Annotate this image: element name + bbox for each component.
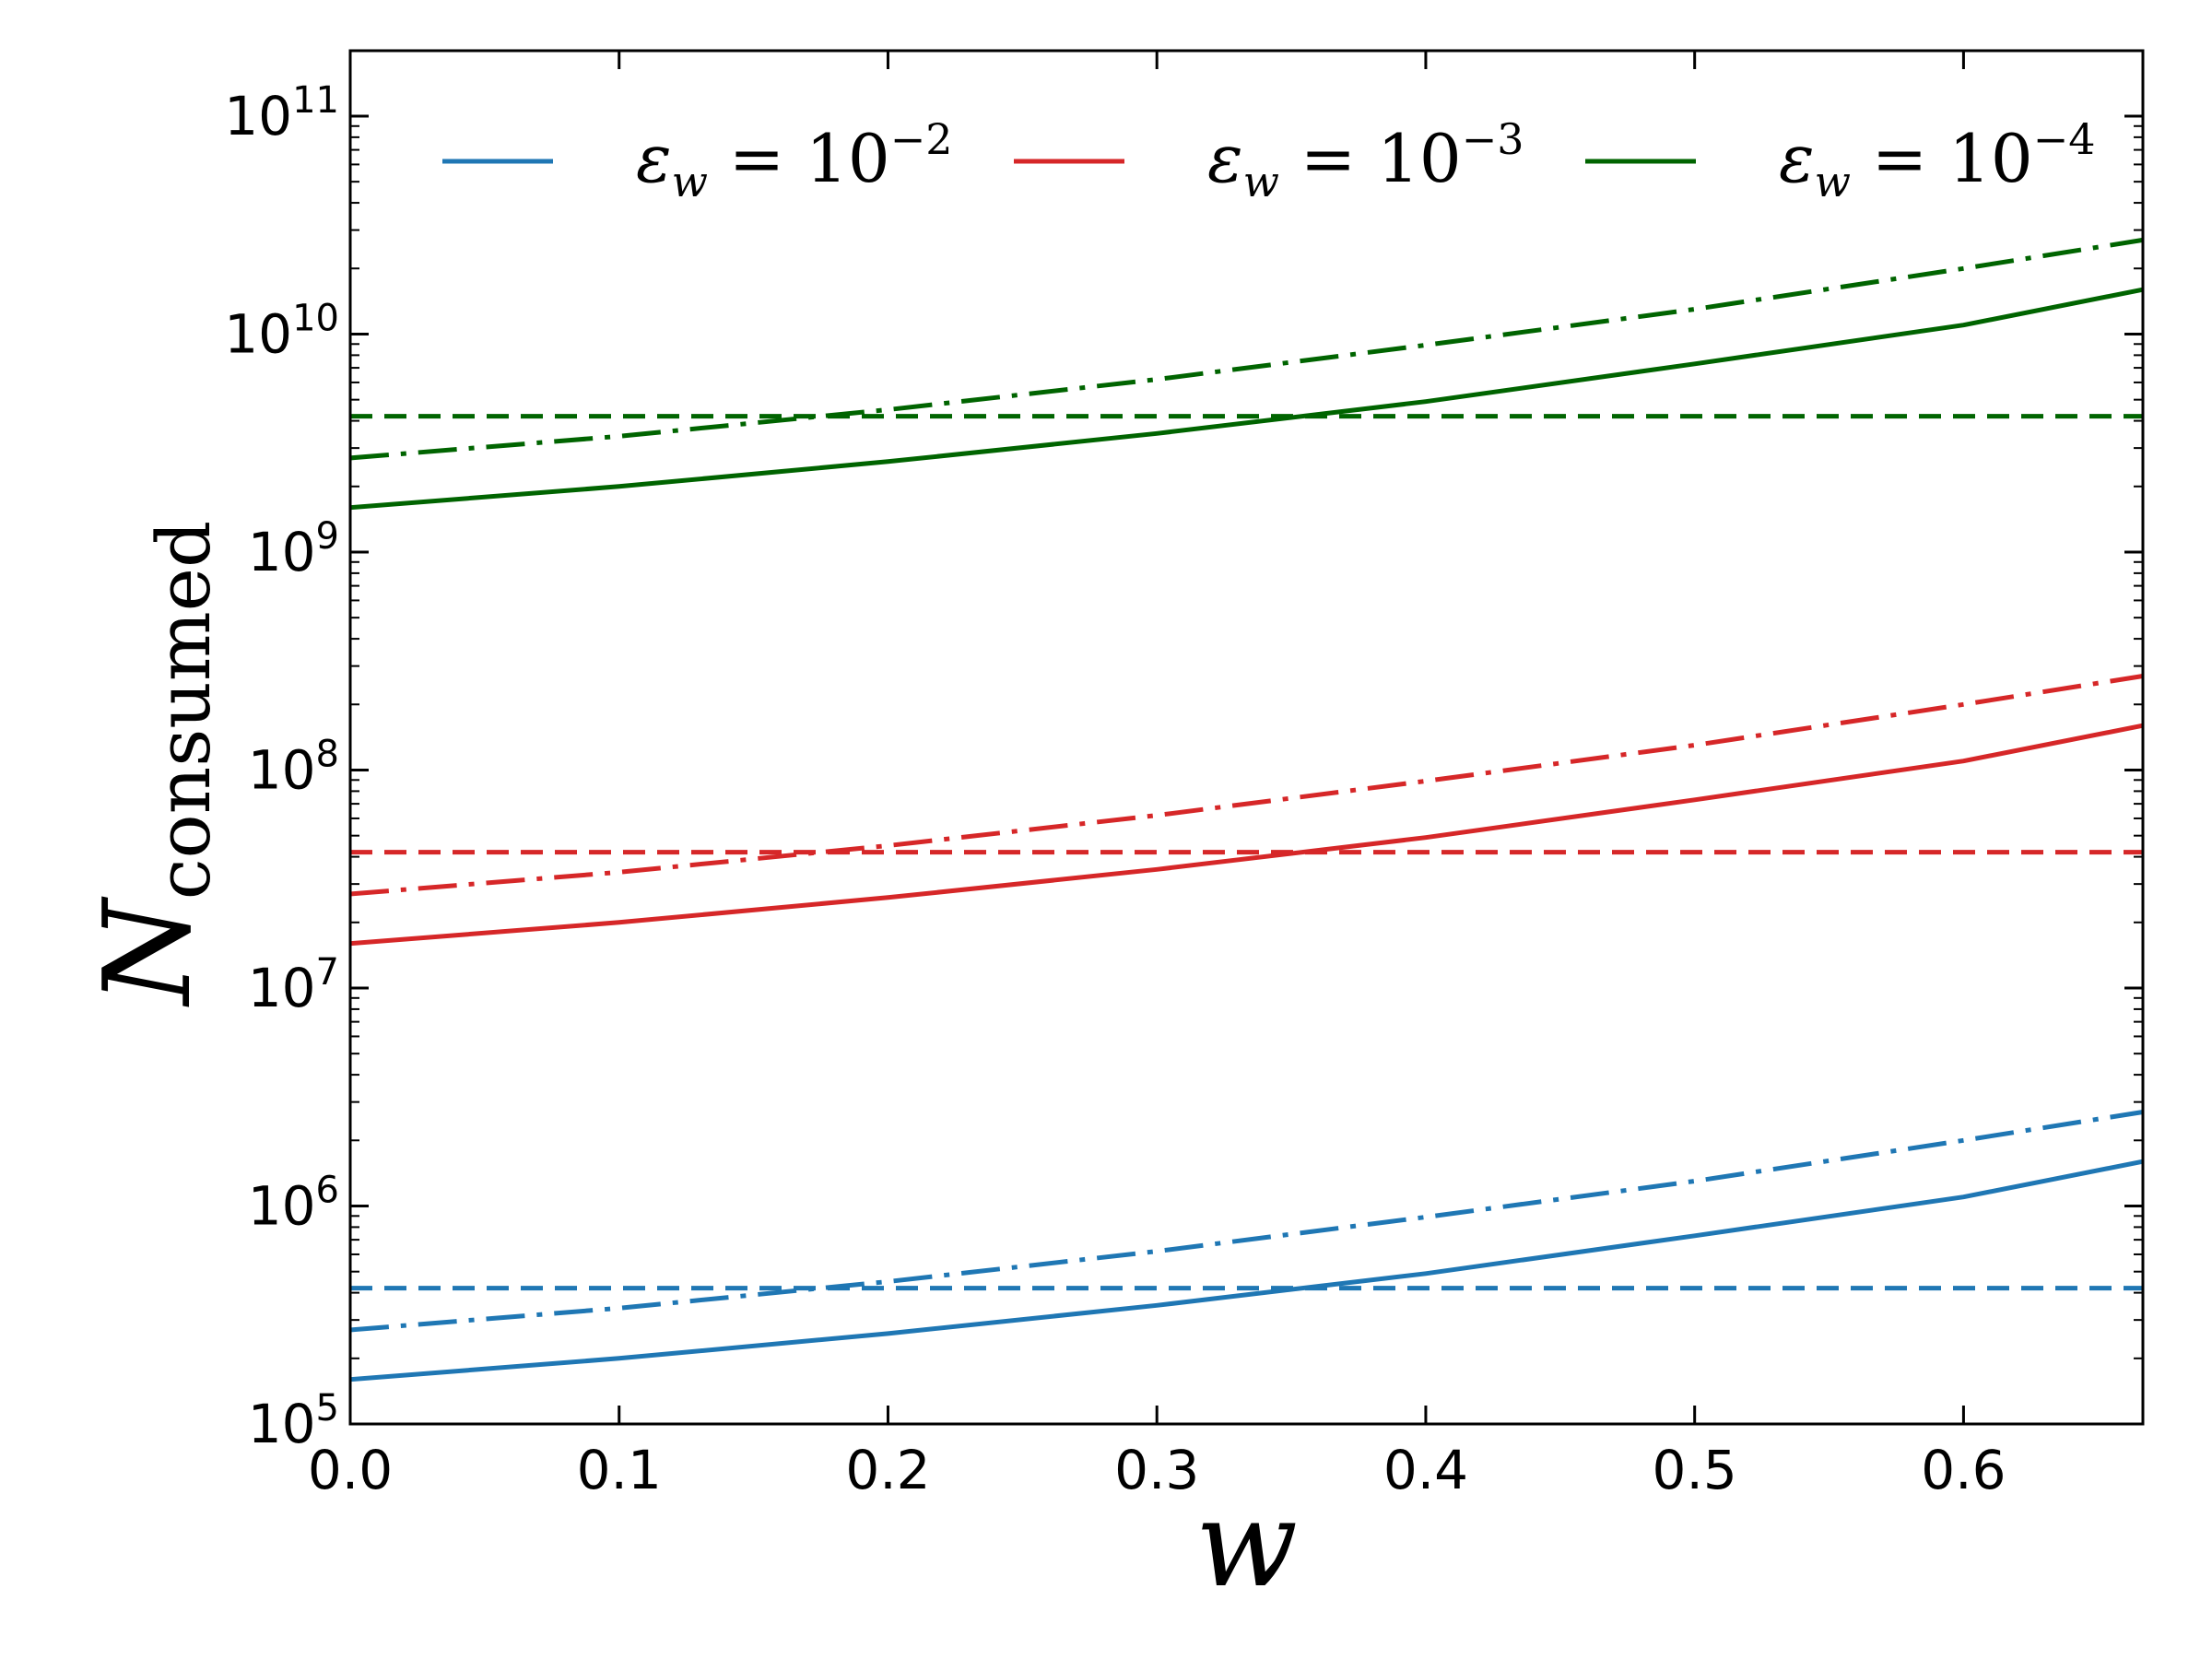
- y-tick-label: 107: [248, 951, 339, 1019]
- legend-subscript: w: [1815, 157, 1851, 206]
- legend-subscript: w: [1243, 157, 1279, 206]
- series-layer: [349, 237, 2144, 1382]
- legend-equals: = 10: [1851, 120, 2033, 197]
- legend-label-0: εw = 10−2: [636, 114, 953, 206]
- y-tick-label-exponent: 11: [292, 79, 339, 122]
- y-tick-label: 106: [248, 1169, 339, 1237]
- minor-tick-layer: [350, 124, 2143, 1359]
- plot-area-frame: [348, 49, 2145, 1426]
- y-tick-label: 105: [248, 1387, 339, 1455]
- x-tick-label: 0.4: [1383, 1439, 1468, 1501]
- legend-symbol: ε: [1779, 120, 1815, 197]
- x-tick-label: 0.1: [577, 1439, 662, 1501]
- y-tick-label-exponent: 10: [292, 297, 339, 339]
- y-tick-label: 109: [248, 515, 339, 583]
- x-tick-label: 0.2: [845, 1439, 930, 1501]
- y-tick-label-base: 10: [248, 738, 316, 801]
- legend-subscript: w: [672, 157, 708, 206]
- y-tick-label-exponent: 5: [316, 1387, 339, 1430]
- series-line-4: [349, 674, 2144, 897]
- legend-label-2: εw = 10−4: [1779, 114, 2096, 206]
- svg-text:Nconsumed: Nconsumed: [77, 521, 227, 1007]
- y-axis-title-main: N: [77, 896, 218, 1007]
- tick-layer: 0.0 0.1 0.2 0.3 0.4 0.5 0.61051061071081091010…: [224, 51, 2143, 1501]
- legend-label-1: εw = 10−3: [1207, 114, 1524, 206]
- y-tick-label-exponent: 7: [316, 951, 339, 994]
- x-tick-label: 0.0: [308, 1439, 393, 1501]
- y-tick-label-base: 10: [248, 521, 316, 583]
- x-axis-title: w: [1195, 1474, 1298, 1614]
- y-tick-label-base: 10: [248, 957, 316, 1019]
- legend-exponent: −4: [2033, 114, 2096, 164]
- y-tick-label-exponent: 6: [316, 1169, 339, 1211]
- legend-exponent: −2: [890, 114, 953, 164]
- legend-exponent: −3: [1462, 114, 1524, 164]
- y-tick-label-base: 10: [224, 85, 292, 147]
- legend-symbol: ε: [1207, 120, 1243, 197]
- legend-equals: = 10: [1279, 120, 1462, 197]
- x-tick-label: 0.6: [1921, 1439, 2006, 1501]
- y-tick-label-exponent: 9: [316, 515, 339, 558]
- series-line-1: [349, 1110, 2144, 1333]
- x-tick-label: 0.3: [1114, 1439, 1199, 1501]
- y-tick-label: 108: [248, 733, 339, 801]
- series-line-7: [349, 237, 2144, 461]
- y-tick-label-base: 10: [224, 302, 292, 365]
- legend: εw = 10−2 εw = 10−3 εw = 10−4: [442, 114, 2096, 206]
- y-axis-title-subscript: consumed: [141, 521, 227, 900]
- y-tick-label-base: 10: [248, 1174, 316, 1237]
- legend-equals: = 10: [708, 120, 890, 197]
- y-axis-title: Nconsumed: [77, 521, 227, 1007]
- y-tick-label: 1010: [224, 297, 339, 365]
- y-tick-label: 1011: [224, 79, 339, 147]
- y-tick-label-exponent: 8: [316, 733, 339, 775]
- y-tick-label-base: 10: [248, 1393, 316, 1455]
- legend-symbol: ε: [636, 120, 672, 197]
- x-tick-label: 0.5: [1653, 1439, 1737, 1501]
